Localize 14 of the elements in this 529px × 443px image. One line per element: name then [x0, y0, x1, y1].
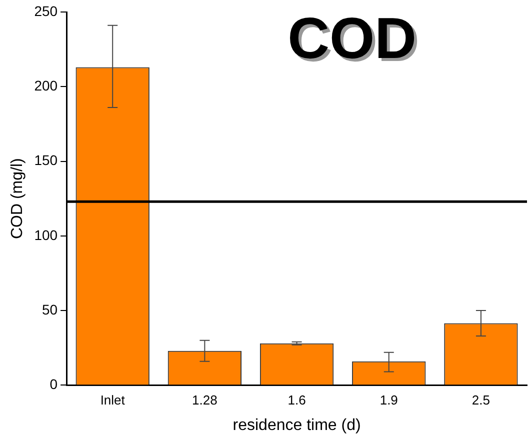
y-tick-label: 200 [34, 78, 58, 94]
y-tick-label: 50 [42, 301, 58, 318]
y-tick-label: 150 [34, 152, 58, 168]
y-tick-label: 250 [34, 2, 58, 19]
x-tick-label: 1.6 [288, 392, 306, 408]
x-tick-label: 2.5 [472, 392, 490, 408]
x-axis-title: residence time (d) [232, 416, 361, 434]
x-tick-label: 1.28 [192, 392, 218, 408]
y-tick-label: 0 [50, 376, 58, 392]
x-tick-label: 1.9 [380, 392, 398, 408]
y-axis-title: COD (mg/l) [9, 158, 26, 240]
chart-title: COD [290, 9, 420, 74]
x-tick-label: Inlet [100, 392, 126, 408]
y-tick-label: 100 [34, 226, 58, 243]
